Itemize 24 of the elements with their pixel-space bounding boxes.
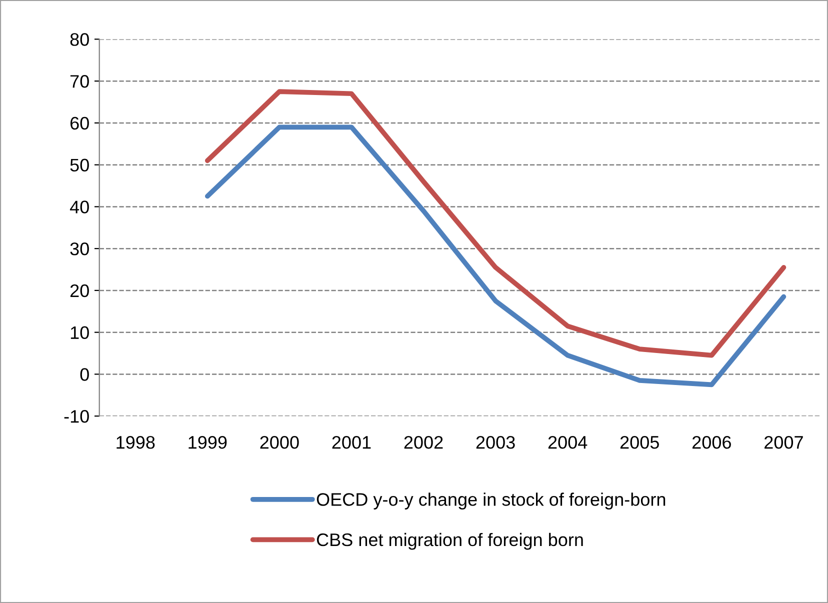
line-series	[204, 89, 786, 358]
x-tick-label: 2006	[692, 436, 731, 449]
x-tick-label: 2004	[548, 436, 588, 449]
x-tick-label: 2001	[332, 436, 371, 449]
y-tick-label: 20	[70, 284, 89, 298]
y-tick-label: 40	[70, 200, 89, 214]
x-tick-label: 2000	[260, 436, 299, 449]
x-tick-label: 2005	[620, 436, 659, 449]
y-tick-label: -10	[64, 410, 89, 423]
y-tick-label: 0	[80, 368, 89, 381]
y-tick-label: 10	[70, 326, 89, 340]
legend-label: OECD y-o-y change in stock of foreign-born	[316, 492, 666, 510]
x-tick-label: 1999	[188, 436, 227, 449]
x-tick-label: 2002	[404, 436, 443, 449]
y-tick-label: 50	[70, 158, 89, 172]
legend-label: CBS net migration of foreign born	[316, 532, 583, 550]
x-tick-label: 2003	[476, 436, 515, 449]
x-tick-label: 1998	[116, 436, 155, 449]
y-tick-label: 30	[70, 242, 89, 256]
y-tick-label: 80	[70, 33, 89, 46]
y-tick-label: 70	[70, 75, 89, 88]
x-tick-label: 2007	[764, 436, 803, 449]
y-tick-label: 60	[70, 116, 89, 130]
line-series	[204, 124, 786, 388]
